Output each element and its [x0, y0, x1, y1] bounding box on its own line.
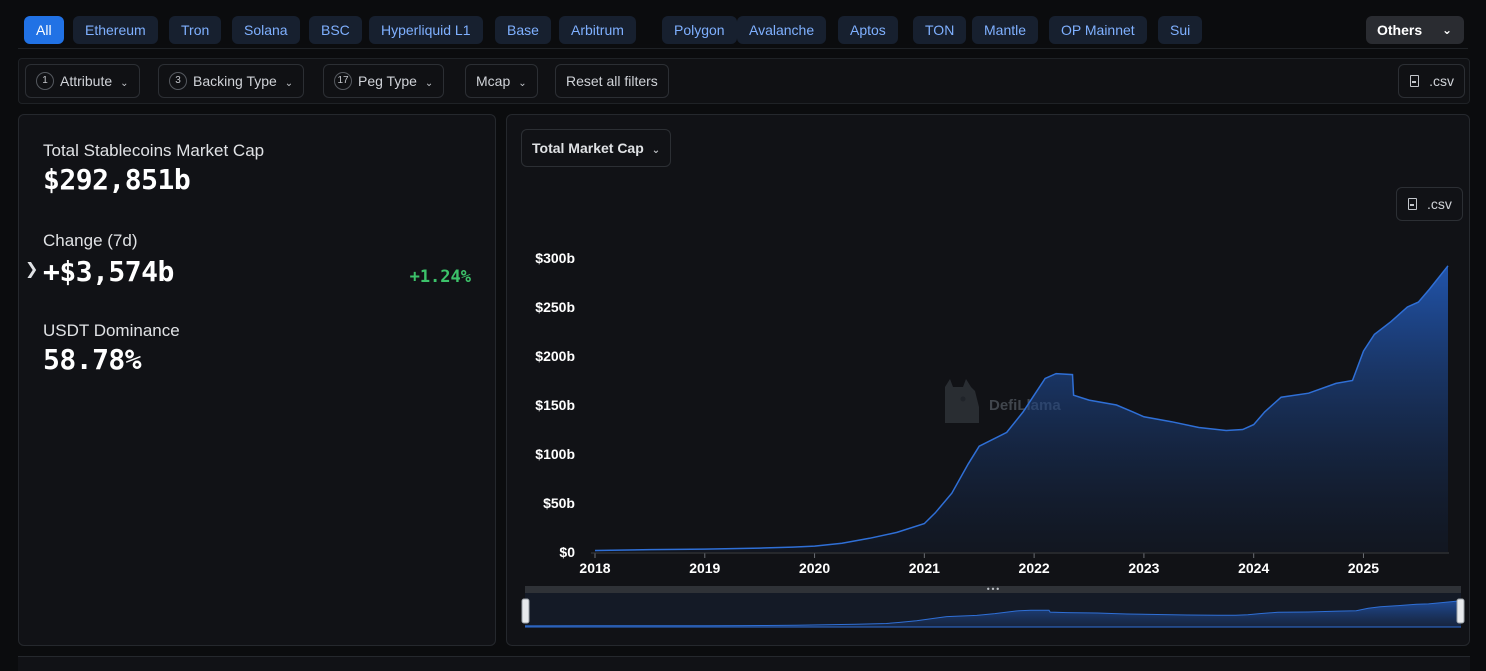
chain-tab-bsc[interactable]: BSC	[309, 16, 362, 44]
metric-dropdown[interactable]: Total Market Cap ⌄	[521, 129, 672, 167]
slider-preview-line	[524, 600, 1462, 627]
others-label: Others	[1377, 22, 1423, 38]
file-download-icon	[1410, 75, 1420, 87]
chain-tab-ethereum[interactable]: Ethereum	[73, 16, 158, 44]
slider-track[interactable]	[525, 586, 1461, 593]
chain-tab-op-mainnet[interactable]: OP Mainnet	[1049, 16, 1147, 44]
others-dropdown[interactable]: Others ⌄	[1366, 16, 1464, 44]
chain-tab-tron[interactable]: Tron	[169, 16, 222, 44]
market-cap-chart: DefiLlama $0$50b$100b$150b$200b$250b$300…	[521, 250, 1465, 628]
y-tick-label: $0	[559, 544, 575, 560]
chain-tab-mantle[interactable]: Mantle	[972, 16, 1039, 44]
backing-type-filter[interactable]: 3 Backing Type ⌄	[158, 64, 305, 98]
total-mcap-value: $292,851b	[43, 163, 191, 196]
chain-tabs: Others ⌄ All Ethereum Tron Solana BSC Hyperli…	[18, 10, 1468, 49]
attribute-label: Attribute	[60, 73, 113, 89]
market-cap-area	[595, 265, 1448, 552]
chain-tab-ton[interactable]: TON	[913, 16, 967, 44]
y-tick-label: $50b	[543, 495, 575, 511]
x-tick-label: 2024	[1238, 560, 1269, 576]
change-percent: +1.24%	[409, 267, 471, 287]
chevron-right-icon[interactable]: ❯	[25, 261, 39, 278]
backing-label: Backing Type	[193, 73, 277, 89]
y-tick-label: $300b	[535, 250, 575, 266]
bottom-panel-edge	[18, 656, 1470, 671]
chevron-down-icon: ⌄	[424, 78, 434, 89]
chain-tab-sui[interactable]: Sui	[1158, 16, 1203, 44]
llama-logo-icon	[945, 379, 979, 423]
csv-label: .csv	[1429, 73, 1454, 89]
y-tick-label: $150b	[535, 397, 575, 413]
chain-tab-base[interactable]: Base	[495, 16, 551, 44]
chevron-down-icon: ⌄	[120, 78, 129, 89]
chevron-down-icon: ⌄	[284, 78, 294, 89]
change-label: Change (7d)	[43, 231, 138, 250]
backing-count: 3	[169, 72, 187, 91]
mcap-filter[interactable]: Mcap ⌄	[465, 64, 538, 98]
attribute-filter[interactable]: 1 Attribute ⌄	[25, 64, 140, 98]
chain-tab-polygon[interactable]: Polygon	[662, 16, 737, 44]
peg-count: 17	[334, 72, 352, 91]
chain-tab-arbitrum[interactable]: Arbitrum	[559, 16, 636, 44]
chart-csv-label: .csv	[1427, 196, 1452, 212]
y-tick-label: $200b	[535, 348, 575, 364]
chain-tab-hyperliquid-l1[interactable]: Hyperliquid L1	[369, 16, 483, 44]
range-slider[interactable]: •••	[521, 585, 1465, 628]
chart-panel: DefiLlama $0 $50b $100b $150b $200b $250b $300…	[506, 114, 1470, 646]
peg-label: Peg Type	[358, 73, 417, 89]
chain-tab-aptos[interactable]: Aptos	[838, 16, 898, 44]
filter-bar: 1 Attribute ⌄ 3 Backing Type ⌄ 17 Peg Type ⌄ M…	[18, 58, 1470, 104]
change-value: +$3,574b	[43, 255, 174, 288]
x-tick-label: 2025	[1348, 560, 1379, 576]
reset-filters-button[interactable]: Reset all filters	[555, 64, 669, 98]
y-tick-label: $250b	[535, 299, 575, 315]
usdt-dominance-value: 58.78%	[43, 343, 142, 376]
market-cap-line	[594, 265, 1449, 552]
y-tick-label: $100b	[535, 446, 575, 462]
chain-tab-solana[interactable]: Solana	[232, 16, 300, 44]
x-tick-label: 2021	[909, 560, 940, 576]
chevron-down-icon: ⌄	[1441, 23, 1452, 37]
slider-grip-icon[interactable]: •••	[986, 585, 1000, 594]
x-tick-label: 2023	[1128, 560, 1159, 576]
mcap-label: Mcap	[476, 73, 511, 89]
chevron-down-icon: ⌄	[518, 78, 527, 89]
total-mcap-label: Total Stablecoins Market Cap	[43, 141, 265, 160]
stats-panel: Total Stablecoins Market Cap $292,851b C…	[18, 114, 496, 646]
file-download-icon	[1408, 198, 1417, 210]
peg-type-filter[interactable]: 17 Peg Type ⌄	[323, 64, 445, 98]
x-tick-label: 2018	[579, 560, 610, 576]
chevron-down-icon: ⌄	[651, 145, 661, 156]
attribute-count: 1	[36, 72, 54, 91]
chart-csv-button[interactable]: .csv	[1396, 187, 1463, 221]
chain-tab-all[interactable]: All	[24, 16, 64, 44]
slider-right-handle[interactable]	[1456, 598, 1465, 624]
usdt-dominance-label: USDT Dominance	[43, 321, 180, 340]
download-csv-button[interactable]: .csv	[1398, 64, 1465, 98]
slider-left-handle[interactable]	[521, 598, 530, 624]
chain-tab-avalanche[interactable]: Avalanche	[737, 16, 827, 44]
x-tick-label: 2022	[1019, 560, 1050, 576]
x-tick-label: 2020	[799, 560, 830, 576]
metric-label: Total Market Cap	[532, 140, 644, 156]
x-tick-label: 2019	[689, 560, 720, 576]
